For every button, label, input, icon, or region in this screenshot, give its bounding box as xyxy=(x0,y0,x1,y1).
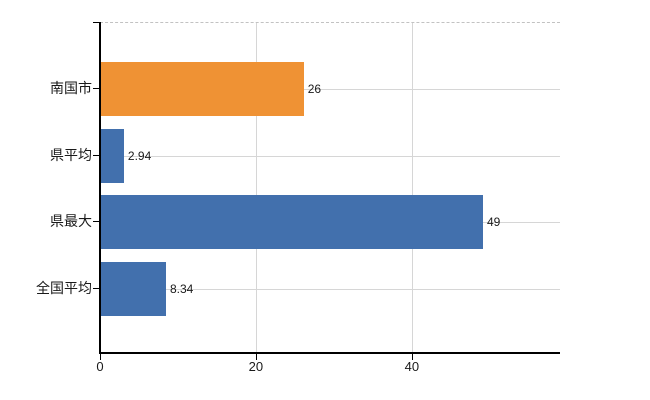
bar-row: 26 xyxy=(101,62,321,116)
h-gridline xyxy=(100,89,560,90)
x-gridline xyxy=(255,23,257,353)
bar-value-label: 26 xyxy=(307,82,322,96)
h-gridline xyxy=(100,156,560,157)
y-tick-label: 県平均 xyxy=(50,147,92,163)
x-gridline xyxy=(411,23,413,353)
bar-row: 8.34 xyxy=(101,262,193,316)
y-tick-label: 南国市 xyxy=(50,80,92,96)
bar xyxy=(101,129,124,183)
x-tick-label: 40 xyxy=(404,359,420,374)
bar-value-label: 2.94 xyxy=(127,149,152,163)
y-tick xyxy=(93,88,100,89)
x-tick-label: 20 xyxy=(248,359,264,374)
y-tick xyxy=(93,288,100,289)
bar xyxy=(101,195,483,249)
h-gridline xyxy=(100,289,560,290)
y-axis-outer-tick xyxy=(93,22,100,23)
y-tick-label: 県最大 xyxy=(50,213,92,229)
bar-row: 2.94 xyxy=(101,129,151,183)
x-axis-line xyxy=(99,352,560,354)
y-tick-label: 全国平均 xyxy=(36,280,92,296)
y-tick xyxy=(93,155,100,156)
x-tick xyxy=(100,354,101,360)
y-tick xyxy=(93,221,100,222)
bar-value-label: 49 xyxy=(487,215,501,229)
bar xyxy=(101,262,166,316)
bar-row: 49 xyxy=(101,195,500,249)
x-tick xyxy=(255,354,257,360)
y-axis-line xyxy=(99,22,101,354)
bar xyxy=(101,62,304,116)
plot-area: 26 2.94 49 8.34 xyxy=(100,22,560,353)
x-tick-label: 0 xyxy=(96,359,104,374)
x-tick xyxy=(411,354,413,360)
bar-value-label: 8.34 xyxy=(170,282,194,296)
